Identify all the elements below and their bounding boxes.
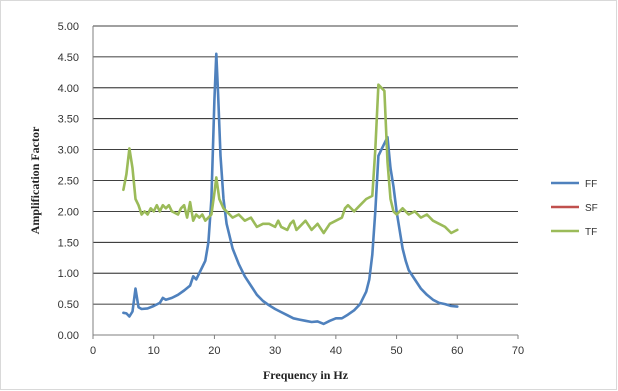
x-tick-label: 40 xyxy=(330,345,342,357)
y-tick-labels: 0.00 0.50 1.00 1.50 2.00 2.50 3.00 3.50 4.00 4.50… xyxy=(58,21,79,342)
legend: FF SF TF xyxy=(551,179,598,238)
y-tick-label: 3.50 xyxy=(58,114,79,126)
x-tick-labels: 0 10 20 30 40 50 60 70 xyxy=(90,335,524,357)
legend-label-tf: TF xyxy=(585,227,597,238)
y-tick-label: 4.50 xyxy=(58,52,79,64)
x-tick-label: 10 xyxy=(148,345,160,357)
x-axis-title: Frequency in Hz xyxy=(263,368,349,382)
series-lines xyxy=(122,52,459,326)
axes xyxy=(92,26,518,336)
series-line-tf xyxy=(122,83,459,235)
x-tick-label: 60 xyxy=(451,345,463,357)
y-tick-label: 1.50 xyxy=(58,237,79,249)
y-tick-label: 0.00 xyxy=(58,330,79,342)
series-line-ff xyxy=(122,52,459,326)
x-tick-label: 20 xyxy=(208,345,220,357)
y-tick-label: 0.50 xyxy=(58,299,79,311)
y-tick-label: 4.00 xyxy=(58,83,79,95)
y-axis-title: Amplification Factor xyxy=(28,126,42,234)
x-tick-label: 0 xyxy=(90,345,96,357)
legend-label-sf: SF xyxy=(585,203,598,214)
gridlines xyxy=(93,25,518,305)
legend-label-ff: FF xyxy=(585,179,597,190)
y-tick-label: 2.50 xyxy=(58,176,79,188)
x-tick-label: 30 xyxy=(269,345,281,357)
x-tick-label: 70 xyxy=(512,345,524,357)
y-tick-label: 2.00 xyxy=(58,206,79,218)
y-tick-label: 3.00 xyxy=(58,145,79,157)
x-tick-label: 50 xyxy=(390,345,402,357)
y-tick-label: 5.00 xyxy=(58,21,79,33)
y-tick-label: 1.00 xyxy=(58,268,79,280)
